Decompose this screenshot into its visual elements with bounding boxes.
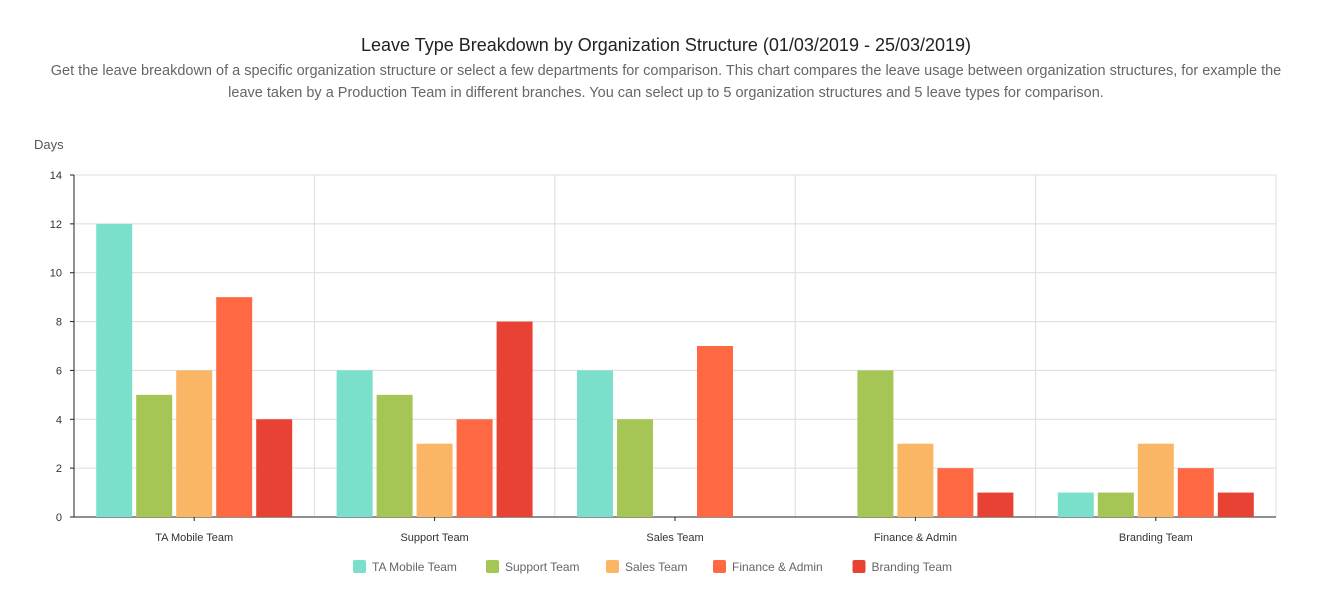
chart-description: Get the leave breakdown of a specific or… [50, 63, 1282, 101]
legend-label: Finance & Admin [732, 560, 823, 574]
bar[interactable] [456, 419, 493, 517]
bar[interactable] [857, 370, 894, 517]
bar[interactable] [496, 321, 533, 517]
y-axis-label: Days [34, 137, 64, 152]
bar[interactable] [577, 370, 613, 517]
legend-item[interactable]: Sales Team [606, 560, 687, 574]
y-tick-label: 0 [56, 512, 62, 524]
x-tick-label: Finance & Admin [874, 532, 957, 544]
y-axis-ticks: 0 2 4 6 8 10 12 14 [50, 170, 74, 524]
legend-swatch [486, 560, 499, 573]
bar[interactable] [96, 223, 133, 517]
bar[interactable] [1057, 492, 1094, 517]
bar[interactable] [136, 394, 173, 517]
legend-swatch [713, 560, 726, 573]
bar[interactable] [897, 443, 934, 517]
bar[interactable] [1137, 443, 1174, 517]
legend: TA Mobile Team Support Team Sales Team Fina… [353, 560, 952, 574]
bar[interactable] [1177, 468, 1214, 517]
bar[interactable] [416, 443, 453, 517]
bar[interactable] [176, 370, 213, 517]
y-tick-label: 2 [56, 463, 62, 475]
x-tick-label: Sales Team [646, 532, 703, 544]
grid-lines [73, 174, 1277, 518]
legend-label: Support Team [505, 560, 580, 574]
bars [96, 223, 1254, 517]
legend-item[interactable]: Finance & Admin [713, 560, 823, 574]
bar[interactable] [1097, 492, 1134, 517]
y-tick-label: 14 [50, 170, 62, 182]
x-tick-label: Support Team [400, 532, 468, 544]
x-tick-label: TA Mobile Team [155, 532, 233, 544]
y-tick-label: 6 [56, 365, 62, 377]
legend-swatch [353, 560, 366, 573]
bar[interactable] [1217, 492, 1254, 517]
bar[interactable] [977, 492, 1014, 517]
x-axis-ticks: TA Mobile Team Support Team Sales Team Fina… [155, 517, 1193, 544]
y-tick-label: 10 [50, 268, 62, 280]
bar[interactable] [937, 468, 974, 517]
legend-item[interactable]: Branding Team [852, 560, 953, 574]
bar[interactable] [697, 346, 733, 517]
chart-title: Leave Type Breakdown by Organization Str… [360, 35, 972, 55]
bar[interactable] [256, 419, 293, 517]
bar[interactable] [376, 394, 413, 517]
y-tick-label: 12 [50, 219, 62, 231]
bar[interactable] [336, 370, 373, 517]
legend-label: Sales Team [625, 560, 687, 574]
bar[interactable] [216, 297, 253, 517]
legend-label: TA Mobile Team [372, 560, 457, 574]
bar[interactable] [617, 419, 653, 517]
legend-swatch [852, 560, 866, 573]
y-tick-label: 4 [56, 414, 62, 426]
x-tick-label: Branding Team [1119, 532, 1193, 544]
legend-item[interactable]: Support Team [486, 560, 580, 574]
legend-swatch [606, 560, 619, 573]
legend-item[interactable]: TA Mobile Team [353, 560, 457, 574]
y-tick-label: 8 [56, 317, 62, 329]
legend-label: Branding Team [872, 560, 953, 574]
